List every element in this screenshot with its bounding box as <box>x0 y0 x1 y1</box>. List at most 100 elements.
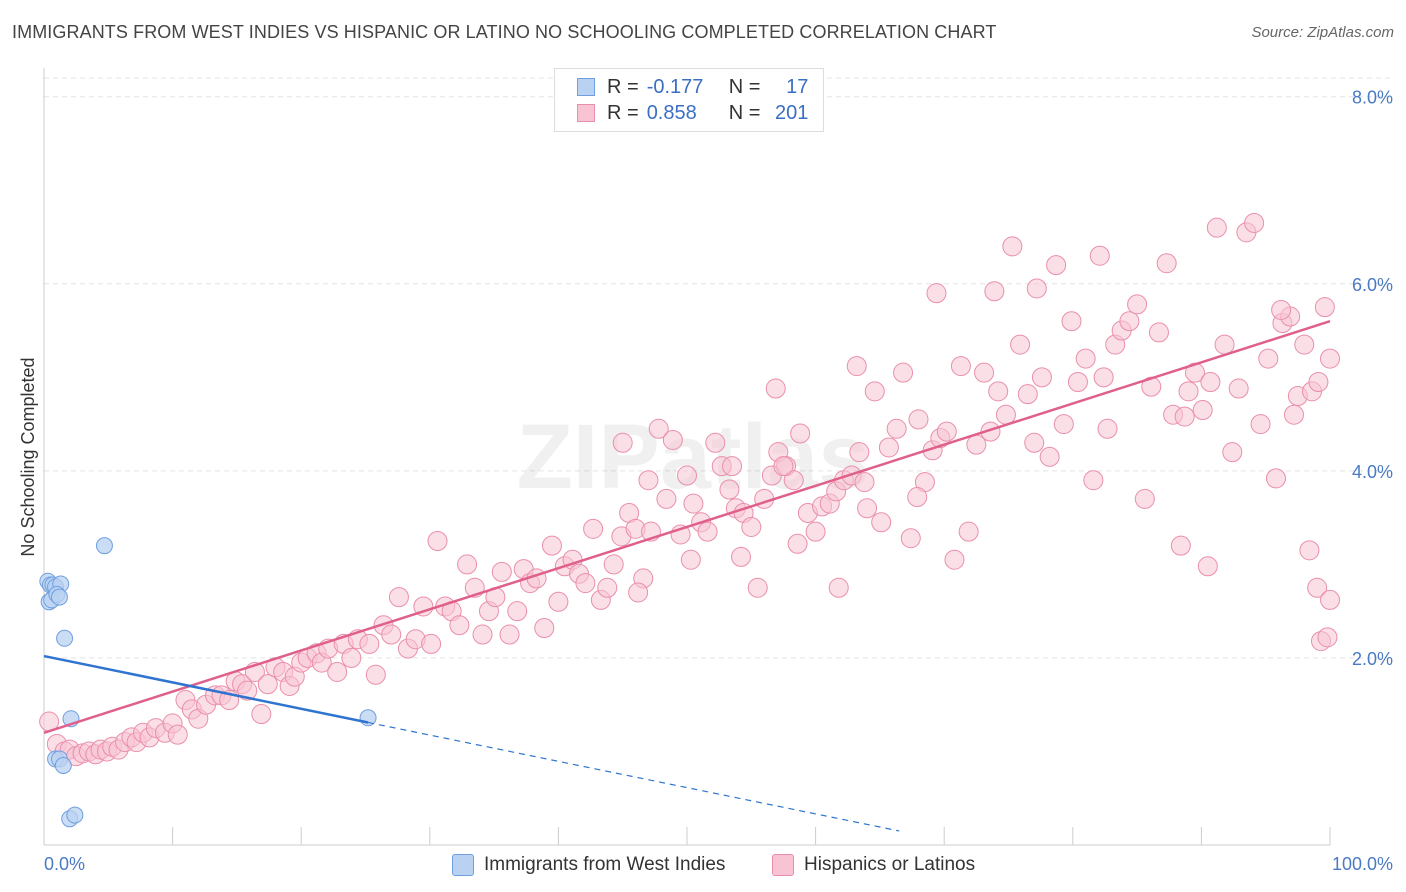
correlation-legend: R = -0.177 N = 17 R = 0.858 N = 201 <box>554 68 824 132</box>
pink-data-point <box>1010 334 1031 355</box>
pink-data-point <box>1214 334 1235 355</box>
y-tick-label: 4.0% <box>1352 462 1393 482</box>
pink-data-point <box>790 423 811 444</box>
legend-n-value-pink: 201 <box>775 101 809 124</box>
legend-r-label: R = <box>607 101 639 124</box>
pink-data-point <box>683 493 704 514</box>
pink-data-point <box>167 724 188 745</box>
pink-data-point <box>1026 278 1047 299</box>
pink-data-point <box>341 647 362 668</box>
pink-data-point <box>1083 470 1104 491</box>
pink-data-point <box>1134 488 1155 509</box>
pink-data-point <box>1200 371 1221 392</box>
pink-data-point <box>974 362 995 383</box>
pink-data-point <box>893 362 914 383</box>
pink-data-point <box>597 577 618 598</box>
series-label-blue: Immigrants from West Indies <box>484 854 726 875</box>
pink-data-point <box>648 418 669 439</box>
pink-data-point <box>846 356 867 377</box>
blue-data-point <box>66 806 84 824</box>
pink-data-point <box>327 661 348 682</box>
pink-data-point <box>388 587 409 608</box>
pink-data-point <box>548 591 569 612</box>
bottom-legend-pink: Hispanics or Latinos <box>772 852 975 878</box>
pink-data-point <box>680 549 701 570</box>
pink-data-point <box>1174 406 1195 427</box>
legend-n-label: N = <box>728 75 761 98</box>
pink-data-point <box>1320 589 1340 610</box>
pink-data-point <box>1002 236 1023 257</box>
pink-data-point <box>705 432 726 453</box>
blue-trend-line <box>43 654 369 724</box>
pink-data-point <box>900 528 921 549</box>
legend-r-label: R = <box>607 75 639 98</box>
pink-trend-line <box>43 320 1331 734</box>
pink-data-point <box>1192 400 1213 421</box>
legend-n-value-blue: 17 <box>786 75 809 98</box>
pink-data-point <box>936 421 957 442</box>
pink-data-point <box>575 573 596 594</box>
pink-data-point <box>457 554 478 575</box>
pink-data-point <box>950 356 971 377</box>
pink-data-point <box>1031 367 1052 388</box>
pink-data-point <box>864 381 885 402</box>
pink-data-point <box>944 549 965 570</box>
blue-data-point <box>56 629 74 647</box>
pink-data-point <box>1308 371 1329 392</box>
pink-data-point <box>1307 577 1328 598</box>
pink-data-point <box>787 533 808 554</box>
blue-data-point <box>54 756 72 774</box>
pink-data-point <box>995 404 1016 425</box>
blue-data-point <box>50 588 68 606</box>
legend-r-value-blue: -0.177 <box>646 75 704 98</box>
x-tick-label: 0.0% <box>44 854 85 874</box>
pink-data-point <box>719 479 740 500</box>
pink-data-point <box>1178 381 1199 402</box>
trend-lines <box>43 320 1331 832</box>
y-axis-label: No Schooling Completed <box>18 357 38 556</box>
source-label: Source: ZipAtlas.com <box>1251 24 1394 41</box>
pink-data-point <box>583 518 604 539</box>
pink-data-point <box>1265 468 1286 489</box>
pink-data-point <box>638 470 659 491</box>
pink-data-point <box>1075 348 1096 369</box>
pink-data-point <box>857 498 878 519</box>
pink-data-point <box>1061 311 1082 332</box>
blue-data-point <box>95 537 113 555</box>
pink-data-point <box>697 521 718 542</box>
pink-data-point <box>413 596 434 617</box>
pink-data-point <box>1250 414 1271 435</box>
blue-points <box>39 537 377 828</box>
pink-data-point <box>828 577 849 598</box>
pink-data-point <box>1258 348 1279 369</box>
legend-r-value-pink: 0.858 <box>646 101 697 124</box>
pink-data-point <box>1299 540 1320 561</box>
pink-points <box>39 212 1340 767</box>
pink-data-point <box>534 617 555 638</box>
pink-data-point <box>237 680 258 701</box>
pink-data-point <box>365 664 386 685</box>
pink-data-point <box>1156 253 1177 274</box>
pink-data-point <box>1089 245 1110 266</box>
pink-data-point <box>783 470 804 491</box>
pink-data-point <box>958 521 979 542</box>
pink-swatch <box>577 104 595 122</box>
pink-data-point <box>612 432 633 453</box>
pink-data-point <box>251 704 272 725</box>
pink-data-point <box>1314 297 1335 318</box>
pink-data-point <box>1119 311 1140 332</box>
pink-data-point <box>257 674 278 695</box>
pink-data-point <box>449 615 470 636</box>
pink-data-point <box>871 512 892 533</box>
pink-data-point <box>1067 371 1088 392</box>
y-tick-label: 6.0% <box>1352 275 1393 295</box>
tick-labels: 2.0% 4.0% 6.0% 8.0% 0.0% 100.0% <box>44 88 1393 874</box>
pink-data-point <box>907 487 928 508</box>
pink-data-point <box>1127 294 1148 315</box>
blue-trend-line-extension <box>367 721 900 832</box>
pink-data-point <box>878 437 899 458</box>
series-label-pink: Hispanics or Latinos <box>804 854 976 875</box>
watermark: ZIPatlas <box>517 406 870 508</box>
pink-data-point <box>741 516 762 537</box>
